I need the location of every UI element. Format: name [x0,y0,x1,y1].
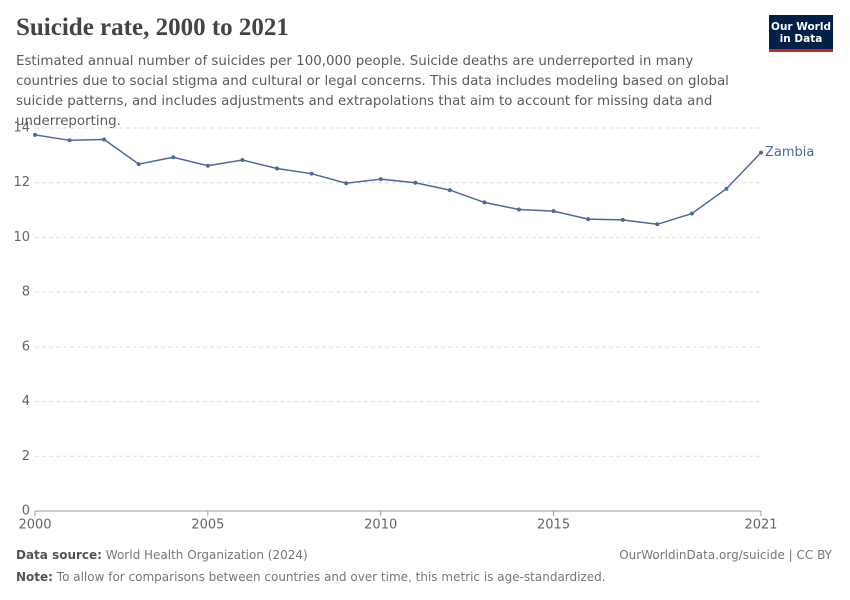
y-tick-label: 2 [22,449,30,464]
source: Data source: World Health Organization (… [16,548,308,562]
note-label: Note: [16,570,53,584]
point [689,211,694,216]
logo-line: Our World [771,21,831,33]
point [655,222,660,227]
logo[interactable]: Our World in Data [769,15,833,52]
point [344,181,349,186]
point [102,137,107,142]
series-label: Zambia [765,145,814,160]
y-tick-label: 10 [13,230,30,245]
point [724,186,729,191]
point [240,158,245,163]
point [517,207,521,212]
point [413,180,418,185]
line [34,134,762,226]
x-tick-label: 2010 [364,518,397,533]
y-tick-label: 12 [13,175,30,190]
point [620,217,625,222]
url[interactable]: OurWorldinData.org/suicide | CC BY [619,548,832,562]
x-tick-label: 2000 [18,518,51,533]
point [33,132,37,137]
point [586,217,591,222]
point [482,200,487,205]
point [275,166,279,171]
point [378,177,383,182]
point [67,138,72,143]
chart-title: Suicide rate, 2000 to 2021 [16,14,289,41]
y-tick-label: 6 [22,339,30,354]
x-tick-label: 2015 [537,518,570,533]
point [205,163,210,168]
source-text: World Health Organization (2024) [105,548,308,562]
note-text: To allow for comparisons between countri… [56,570,606,584]
x-tick-label: 2021 [744,518,777,533]
source-label: Data source: [16,548,102,562]
point [551,209,556,214]
y-tick-label: 4 [22,394,30,409]
chart-subtitle: Estimated annual number of suicides per … [16,54,729,129]
point [447,188,452,193]
y-tick-label: 14 [13,121,30,136]
point [309,171,314,176]
logo-line: in Data [779,33,823,45]
point [136,162,141,167]
y-tick-label: 8 [22,285,30,300]
note: Note: To allow for comparisons between c… [16,570,606,584]
point [171,155,176,160]
point [759,150,763,155]
x-tick-label: 2005 [191,518,224,533]
y-tick-label: 0 [22,504,30,519]
